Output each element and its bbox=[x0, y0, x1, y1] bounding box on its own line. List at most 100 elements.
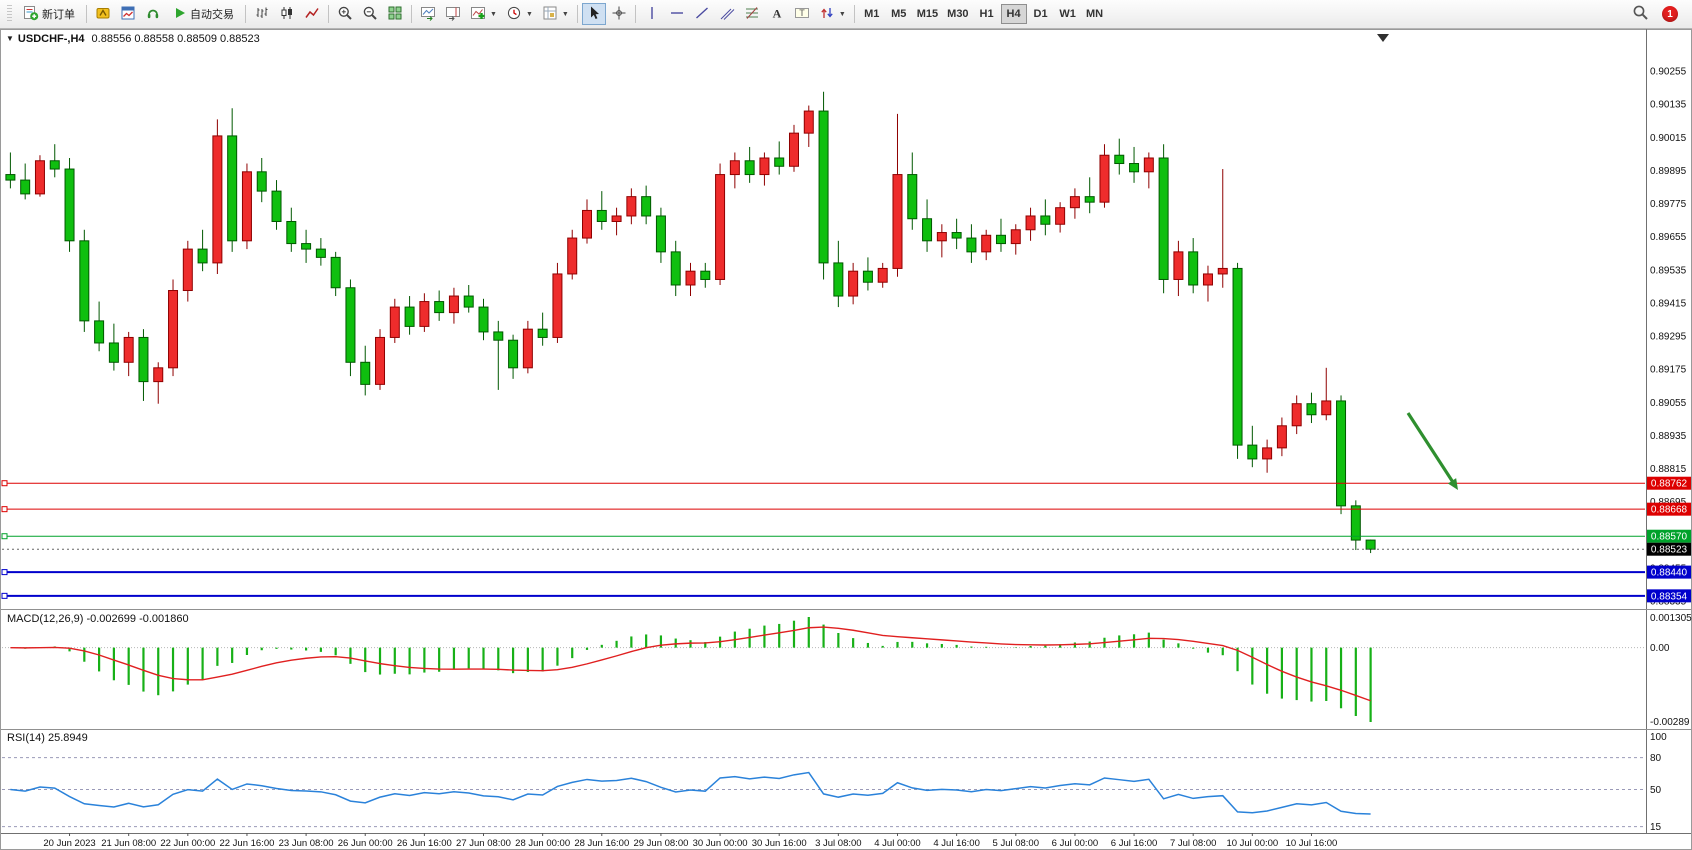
svg-text:7 Jul 08:00: 7 Jul 08:00 bbox=[1170, 838, 1216, 849]
line-chart-button[interactable] bbox=[300, 3, 324, 25]
candle bbox=[670, 251, 681, 286]
chart-shift-button[interactable] bbox=[441, 3, 465, 25]
search-button[interactable] bbox=[1628, 3, 1653, 25]
market-watch-button[interactable] bbox=[116, 3, 140, 25]
svg-text:0.90135: 0.90135 bbox=[1650, 100, 1687, 111]
candle bbox=[94, 320, 105, 344]
equidistant-channel-button[interactable] bbox=[715, 3, 739, 25]
price-badge bbox=[1647, 529, 1691, 543]
support-button[interactable] bbox=[141, 3, 165, 25]
horizontal-line-object[interactable] bbox=[1, 592, 1645, 599]
price-badge bbox=[1647, 589, 1691, 603]
chart-shift-marker[interactable] bbox=[1377, 34, 1389, 42]
timeframe-h4-button[interactable]: H4 bbox=[1000, 4, 1027, 24]
svg-text:T: T bbox=[799, 8, 805, 18]
candle bbox=[197, 248, 208, 264]
timeframe-m1-button[interactable]: M1 bbox=[859, 4, 885, 24]
candle bbox=[981, 234, 992, 253]
candle bbox=[493, 331, 504, 341]
text-button[interactable]: A bbox=[765, 3, 789, 25]
timeframe-m30-button[interactable]: M30 bbox=[943, 4, 972, 24]
candle bbox=[1010, 229, 1021, 245]
crosshair-button[interactable] bbox=[607, 3, 631, 25]
cursor-icon bbox=[586, 5, 602, 24]
arrows-button[interactable]: ▼ bbox=[815, 3, 850, 25]
timeframe-h1-button[interactable]: H1 bbox=[974, 4, 1000, 24]
periods-button[interactable]: ▼ bbox=[502, 3, 537, 25]
text-label-button[interactable]: T bbox=[790, 3, 814, 25]
tile-windows-button[interactable] bbox=[383, 3, 407, 25]
svg-text:4 Jul 00:00: 4 Jul 00:00 bbox=[874, 838, 920, 849]
svg-text:4 Jul 16:00: 4 Jul 16:00 bbox=[933, 838, 979, 849]
timeframe-w1-button[interactable]: W1 bbox=[1055, 4, 1081, 24]
autotrading-button[interactable]: 自动交易 bbox=[166, 3, 241, 25]
timeframe-d1-button[interactable]: D1 bbox=[1028, 4, 1054, 24]
svg-text:0.89775: 0.89775 bbox=[1650, 199, 1687, 210]
bar-chart-button[interactable] bbox=[250, 3, 274, 25]
notifications-badge[interactable]: 1 bbox=[1662, 6, 1678, 22]
candle bbox=[1365, 539, 1376, 550]
symbol-dropdown-icon[interactable]: ▼ bbox=[6, 34, 14, 43]
timeframe-mn-button[interactable]: MN bbox=[1082, 4, 1108, 24]
indicators-button[interactable]: ▼ bbox=[466, 3, 501, 25]
candle bbox=[1188, 251, 1199, 286]
candle bbox=[153, 367, 164, 383]
price-badge bbox=[1647, 476, 1691, 490]
svg-text:30 Jun 00:00: 30 Jun 00:00 bbox=[693, 838, 748, 849]
new-order-button[interactable]: 新订单 bbox=[16, 3, 82, 25]
zoom-out-button[interactable] bbox=[358, 3, 382, 25]
candle bbox=[375, 336, 386, 385]
candle bbox=[966, 237, 977, 253]
candlestick-icon bbox=[279, 5, 295, 24]
autoscroll-button[interactable] bbox=[416, 3, 440, 25]
candle bbox=[788, 132, 799, 167]
trendline-button[interactable] bbox=[690, 3, 714, 25]
candle bbox=[1143, 157, 1154, 173]
timeframe-m15-button[interactable]: M15 bbox=[913, 4, 942, 24]
candle bbox=[1114, 154, 1125, 165]
svg-text:6 Jul 16:00: 6 Jul 16:00 bbox=[1111, 838, 1157, 849]
chevron-down-icon: ▼ bbox=[838, 10, 846, 18]
candle bbox=[596, 209, 607, 222]
timeframe-m5-button[interactable]: M5 bbox=[886, 4, 912, 24]
candle bbox=[892, 174, 903, 269]
chevron-down-icon: ▼ bbox=[561, 10, 569, 18]
candle bbox=[1099, 154, 1110, 203]
candlestick-chart-button[interactable] bbox=[275, 3, 299, 25]
wizard-button[interactable] bbox=[91, 3, 115, 25]
clock-icon bbox=[506, 5, 522, 24]
candle bbox=[1276, 425, 1287, 449]
svg-text:0.89295: 0.89295 bbox=[1650, 332, 1687, 343]
fibonacci-button[interactable] bbox=[740, 3, 764, 25]
price-badge bbox=[1647, 502, 1691, 516]
templates-button[interactable]: ▼ bbox=[538, 3, 573, 25]
wizard-icon bbox=[95, 5, 111, 24]
horizontal-line-object[interactable] bbox=[1, 533, 1645, 540]
candle bbox=[907, 174, 918, 220]
cursor-button[interactable] bbox=[581, 3, 606, 25]
candle bbox=[848, 270, 859, 297]
candle bbox=[1158, 157, 1169, 280]
svg-text:-0.00289: -0.00289 bbox=[1650, 717, 1690, 728]
horizontal-line-button[interactable] bbox=[665, 3, 689, 25]
zoom-in-button[interactable] bbox=[333, 3, 357, 25]
arrow-annotation[interactable] bbox=[1406, 412, 1458, 490]
horizontal-line-object[interactable] bbox=[1, 569, 1645, 576]
horizontal-line-object[interactable] bbox=[1, 506, 1645, 513]
vertical-line-button[interactable] bbox=[640, 3, 664, 25]
svg-text:0.88354: 0.88354 bbox=[1651, 591, 1688, 602]
svg-text:5 Jul 08:00: 5 Jul 08:00 bbox=[993, 838, 1039, 849]
bar-chart-icon bbox=[254, 5, 270, 24]
candle bbox=[685, 270, 696, 286]
candle bbox=[79, 240, 90, 322]
candle bbox=[1217, 267, 1228, 275]
candle bbox=[1262, 447, 1273, 460]
toolbar-grip[interactable] bbox=[7, 5, 12, 23]
horizontal-line-object[interactable] bbox=[1, 480, 1645, 487]
svg-text:0.88815: 0.88815 bbox=[1650, 464, 1687, 475]
candle bbox=[862, 270, 873, 283]
price-badge bbox=[1647, 542, 1691, 556]
svg-text:0.88440: 0.88440 bbox=[1651, 568, 1688, 579]
